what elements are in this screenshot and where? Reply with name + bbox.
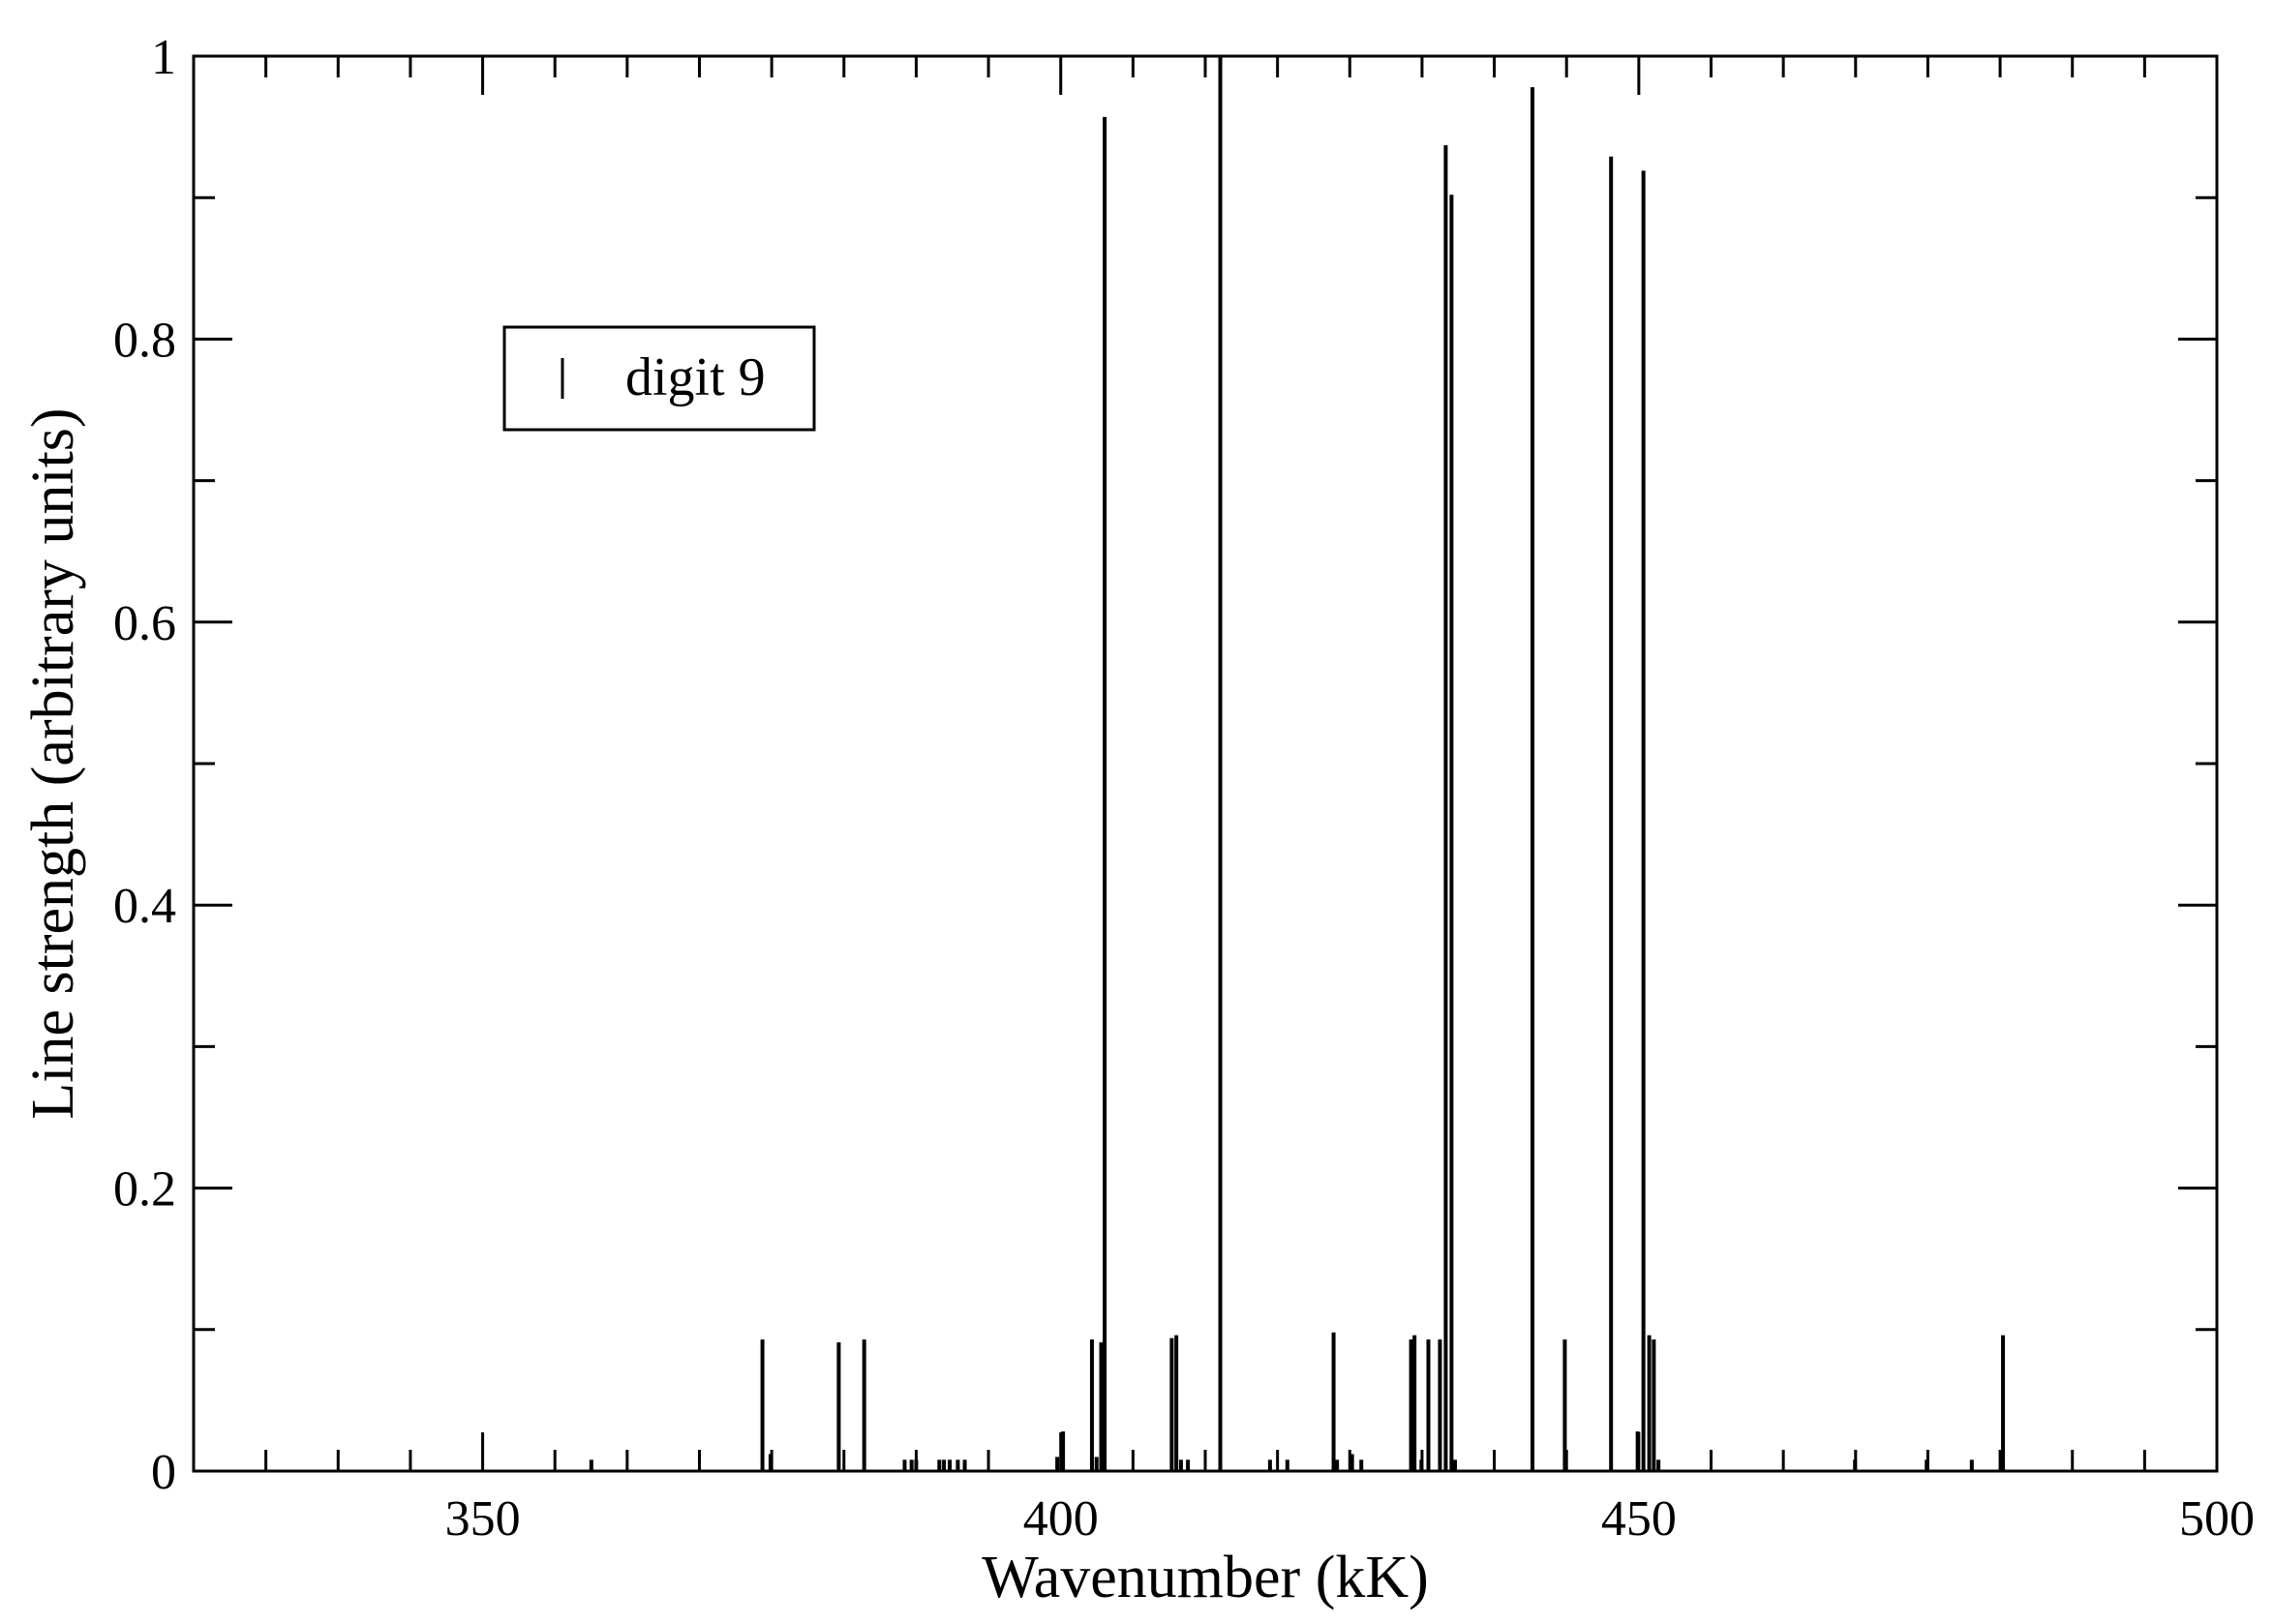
y-tick-label: 0.2 xyxy=(113,1162,176,1218)
plot-frame xyxy=(192,54,2219,1473)
legend: digit 9 xyxy=(502,325,816,432)
y-tick-label: 0.6 xyxy=(113,596,176,651)
spectral-lines xyxy=(589,56,2006,1471)
y-tick-labels: 0 0.2 0.4 0.6 0.8 1 xyxy=(113,30,176,1500)
y-tick-label: 1 xyxy=(151,30,176,85)
y-tick-label: 0.4 xyxy=(113,879,176,934)
legend-box xyxy=(502,325,816,432)
x-axis-title: Wavenumber (kK) xyxy=(982,1545,1429,1610)
legend-label: digit 9 xyxy=(625,347,766,407)
x-tick-labels: 350 400 450 500 xyxy=(445,1491,2255,1547)
y-tick-label: 0.8 xyxy=(113,313,176,368)
x-tick-label: 400 xyxy=(1023,1491,1099,1547)
x-tick-label: 450 xyxy=(1601,1491,1677,1547)
y-tick-label: 0 xyxy=(151,1445,176,1500)
x-tick-label: 350 xyxy=(445,1491,521,1547)
x-tick-label: 500 xyxy=(2179,1491,2255,1547)
y-axis-title: Line strength (arbitrary units) xyxy=(20,407,86,1119)
